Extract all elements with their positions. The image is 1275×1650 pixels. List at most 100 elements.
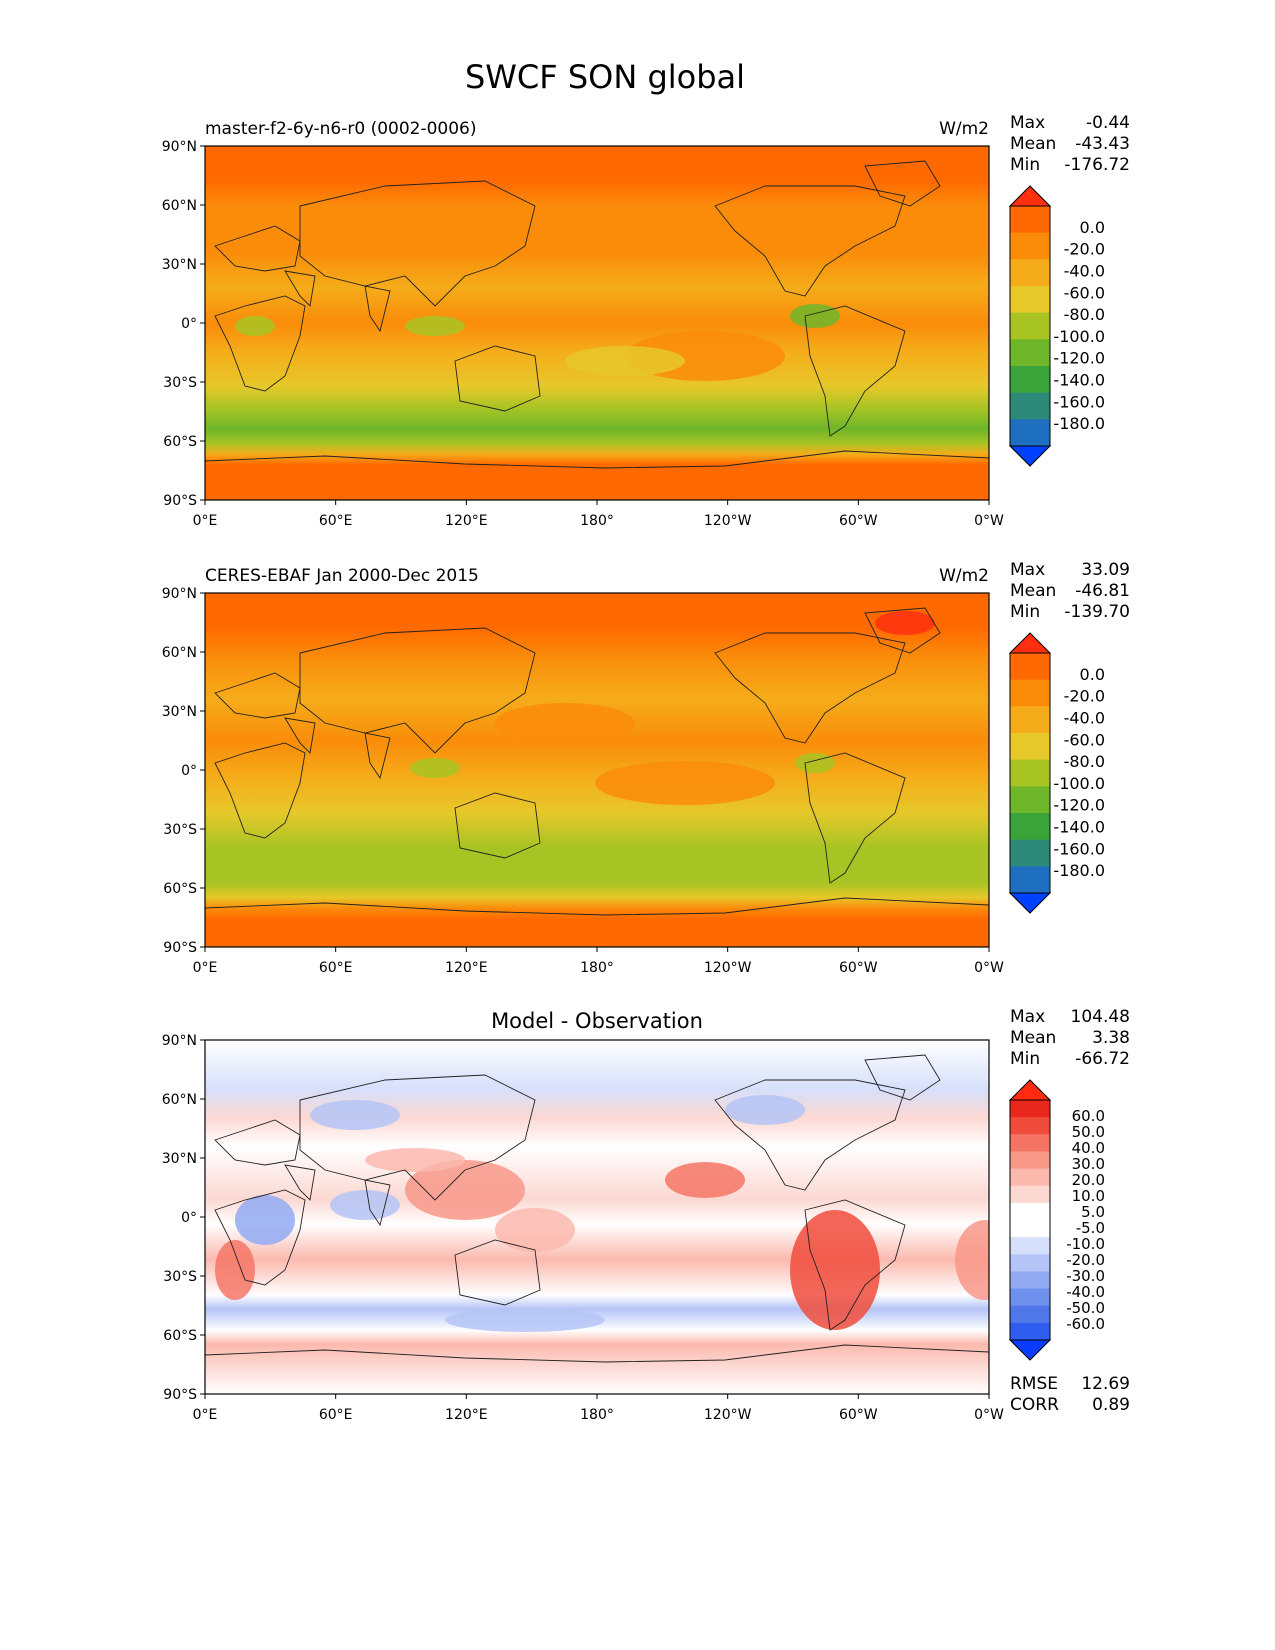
coastline bbox=[214, 672, 301, 719]
colorbar-tick-label: -140.0 bbox=[1053, 818, 1105, 837]
field-region bbox=[330, 1190, 400, 1220]
panel-left-title: CERES-EBAF Jan 2000-Dec 2015 bbox=[205, 566, 479, 586]
field-region bbox=[405, 1160, 525, 1220]
colorbar-tick-label: 0.0 bbox=[1080, 218, 1105, 237]
stat-value: -0.44 bbox=[1086, 113, 1130, 133]
colorbar-segment bbox=[1010, 1237, 1050, 1255]
colorbar-frame bbox=[1009, 205, 1051, 447]
colorbar-segment bbox=[1010, 259, 1050, 287]
coastline bbox=[214, 1189, 306, 1286]
coastline bbox=[714, 632, 906, 744]
colorbar-segment bbox=[1010, 1220, 1050, 1238]
y-tick-label: 0° bbox=[181, 1210, 197, 1226]
colorbar-tick-label: -40.0 bbox=[1064, 708, 1105, 727]
coastline bbox=[284, 270, 391, 333]
stat-label: Mean bbox=[1010, 581, 1056, 601]
colorbar-segment bbox=[1010, 653, 1050, 681]
stat-label: Min bbox=[1010, 155, 1040, 175]
colorbar-tick-label: -60.0 bbox=[1066, 1315, 1105, 1333]
field-region bbox=[565, 346, 685, 376]
coastline bbox=[205, 1344, 989, 1394]
coastline bbox=[454, 345, 541, 412]
map-field bbox=[205, 146, 989, 500]
x-tick-label: 60°E bbox=[319, 960, 353, 976]
colorbar-tick-label: -40.0 bbox=[1064, 261, 1105, 280]
colorbar-tick-label: -100.0 bbox=[1053, 327, 1105, 346]
colorbar-segment bbox=[1010, 1100, 1050, 1118]
field-region bbox=[405, 316, 465, 336]
stat-label: Max bbox=[1010, 1007, 1045, 1027]
y-tick-label: 60°S bbox=[163, 434, 197, 450]
map-panel-observation: 0°E 60°E 120°E 180° 120°W 60°W 0°W 90°N 60°N 30°N… bbox=[162, 560, 1130, 976]
colorbar-segment bbox=[1010, 1117, 1050, 1135]
colorbar-tick-label: -10.0 bbox=[1066, 1235, 1105, 1253]
field-region bbox=[595, 761, 775, 805]
rmse-label: RMSE bbox=[1010, 1374, 1058, 1394]
stat-value: -66.72 bbox=[1075, 1049, 1130, 1069]
y-tick-label: 30°N bbox=[162, 257, 197, 273]
colorbar-tick-label: 60.0 bbox=[1072, 1107, 1105, 1125]
colorbar-segment bbox=[1010, 1202, 1050, 1221]
x-tick-label: 60°E bbox=[319, 513, 353, 529]
y-tick-label: 60°N bbox=[162, 1092, 197, 1108]
stat-value: -46.81 bbox=[1075, 581, 1130, 601]
y-tick-label: 30°S bbox=[163, 375, 197, 391]
colorbar-segment bbox=[1010, 1288, 1050, 1307]
x-tick-label: 60°W bbox=[839, 1407, 878, 1423]
colorbar-segment bbox=[1010, 813, 1050, 841]
map-panel-model: 0°E 60°E 120°E 180° 120°W 60°W 0°W 90°N 60°N 30°N… bbox=[162, 113, 1130, 529]
colorbar-segment bbox=[1010, 419, 1050, 447]
x-tick-label: 180° bbox=[580, 1407, 614, 1423]
colorbar-segment bbox=[1010, 679, 1050, 707]
colorbar-tick-label: -180.0 bbox=[1053, 414, 1105, 433]
colorbar-frame bbox=[1009, 652, 1051, 894]
colorbar-extend-top bbox=[1008, 632, 1052, 654]
colorbar-tick-label: -160.0 bbox=[1053, 392, 1105, 411]
colorbar-tick-label: 50.0 bbox=[1072, 1123, 1105, 1141]
coastline bbox=[214, 225, 301, 272]
colorbar-extend-top bbox=[1008, 185, 1052, 207]
colorbar-frame bbox=[1009, 1099, 1051, 1341]
colorbar-tick-label: -160.0 bbox=[1053, 839, 1105, 858]
panel-left-title: master-f2-6y-n6-r0 (0002-0006) bbox=[205, 119, 477, 139]
colorbar-segment bbox=[1010, 339, 1050, 367]
field-region bbox=[365, 1148, 465, 1172]
colorbar-segment bbox=[1010, 366, 1050, 394]
colorbar-segment bbox=[1010, 232, 1050, 260]
x-tick-label: 0°W bbox=[974, 1407, 1004, 1423]
colorbar-tick-label: -50.0 bbox=[1066, 1299, 1105, 1317]
colorbar-tick-label: -120.0 bbox=[1053, 349, 1105, 368]
coastline bbox=[299, 627, 536, 754]
y-tick-label: 30°S bbox=[163, 1269, 197, 1285]
map-field bbox=[205, 1040, 989, 1394]
field-region bbox=[795, 753, 835, 773]
colorbar-tick-label: 20.0 bbox=[1072, 1171, 1105, 1189]
colorbar-segment bbox=[1010, 312, 1050, 340]
stat-label: Min bbox=[1010, 1049, 1040, 1069]
x-tick-label: 60°W bbox=[839, 960, 878, 976]
colorbar-tick-label: 30.0 bbox=[1072, 1155, 1105, 1173]
coastline bbox=[864, 607, 941, 654]
field-background bbox=[205, 1040, 989, 1394]
y-tick-label: 90°S bbox=[163, 940, 197, 956]
field-region bbox=[790, 1210, 880, 1330]
y-tick-label: 90°S bbox=[163, 1387, 197, 1403]
colorbar-tick-label: 0.0 bbox=[1080, 665, 1105, 684]
colorbar-tick-label: -30.0 bbox=[1066, 1267, 1105, 1285]
panel-units: W/m2 bbox=[939, 119, 989, 139]
colorbar-tick-label: 40.0 bbox=[1072, 1139, 1105, 1157]
colorbar-segment bbox=[1010, 1271, 1050, 1290]
field-region bbox=[215, 1240, 255, 1300]
y-tick-label: 30°N bbox=[162, 704, 197, 720]
colorbar-segment bbox=[1010, 733, 1050, 761]
y-tick-label: 60°N bbox=[162, 645, 197, 661]
colorbar-tick-label: 10.0 bbox=[1072, 1187, 1105, 1205]
coastline bbox=[284, 1164, 391, 1227]
coastline bbox=[714, 185, 906, 297]
field-region bbox=[790, 304, 840, 328]
map-field bbox=[205, 593, 989, 947]
stat-label: Min bbox=[1010, 602, 1040, 622]
colorbar-segment bbox=[1010, 1151, 1050, 1170]
field-region bbox=[310, 1100, 400, 1130]
colorbar-segment bbox=[1010, 1322, 1050, 1341]
